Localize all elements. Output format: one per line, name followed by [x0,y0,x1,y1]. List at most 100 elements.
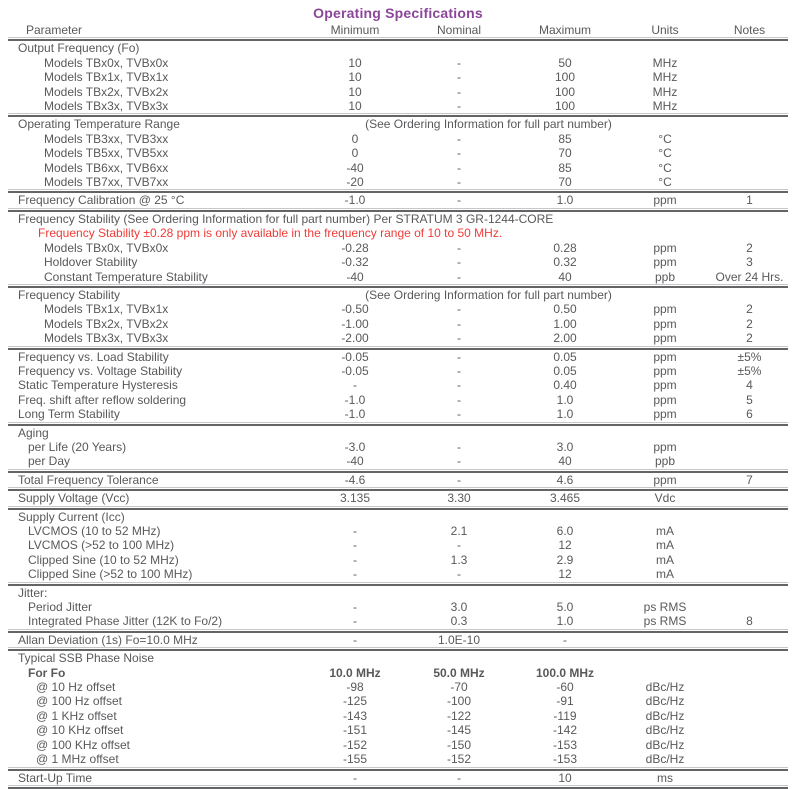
units-cell: ppm [653,316,677,331]
note-row: Frequency Stability ±0.28 ppm is only av… [8,226,788,240]
param-cell: Total Frequency Tolerance [18,472,159,487]
column-header-maximum: Maximum [538,23,591,37]
page-title: Operating Specifications [313,5,483,21]
nom-cell: - [457,175,461,190]
table-row: Integrated Phase Jitter (12K to Fo/2) - 0.… [8,614,788,628]
param-cell: Frequency vs. Voltage Stability [18,363,183,378]
column-header-notes: Notes [733,23,766,37]
table-header-row: Parameter Minimum Nominal Maximum Units Notes [8,23,788,37]
table-row: Static Temperature Hysteresis - - 0.40 ppm 4 [8,378,788,392]
table-row: Models TBx3x, TVBx3x 10 - 100 MHz [8,99,788,113]
table-row: Holdover Stability -0.32-0.32 ppm 3 [8,255,788,269]
max-cell: 40 [558,269,572,284]
section-header-row: Output Frequency (Fo) [8,41,788,55]
param-cell: Models TBx0x, TVBx0x [44,240,169,255]
nom-cell: 1.0E-10 [437,632,481,647]
max-cell: -153 [552,737,578,752]
param-cell: Models TB3xx, TVB3xx [44,131,169,146]
nom-cell: - [457,70,461,85]
notes-cell: 1 [746,193,753,208]
column-header-nominal: Nominal [436,23,481,37]
param-cell: Constant Temperature Stability [44,269,208,284]
nom-cell: 3.0 [450,600,468,615]
notes-cell: 4 [746,378,753,393]
max-cell: 3.465 [549,491,581,506]
section-divider [8,784,788,789]
nom-cell: - [457,439,461,454]
nom-cell: - [457,84,461,99]
section-divider [8,37,788,42]
section-divider [8,421,788,426]
max-cell: 3.0 [556,439,574,454]
min-cell: - [353,378,357,393]
table-row: Constant Temperature Stability -40-40 ppb O… [8,270,788,284]
units-cell: ppm [653,392,677,407]
nom-cell: 50.0 MHz [433,665,485,680]
section-divider [8,766,788,771]
section-divider [8,468,788,473]
units-cell: mA [656,567,674,582]
max-cell: -91 [556,694,574,709]
section-header-label: Supply Current (Icc) [18,509,125,524]
table-row: @ 10 Hz offset -98 -70 -60 dBc/Hz [8,680,788,694]
notes-cell: 7 [746,472,753,487]
min-cell: 10 [348,84,362,99]
max-cell: 10 [558,770,572,785]
notes-cell: Over 24 Hrs. [715,269,784,284]
table-row: Frequency Calibration @ 25 °C -1.0-1.0 ppm… [8,193,788,207]
min-cell: -1.0 [344,392,366,407]
max-cell: 70 [558,146,572,161]
section-header-label: Operating Temperature Range [18,117,180,132]
max-cell: 4.6 [556,472,574,487]
param-cell: per Day [28,454,71,469]
nom-cell: - [457,538,461,553]
notes-cell: 5 [746,392,753,407]
nom-cell: - [457,331,461,346]
table-row: Allan Deviation (1s) Fo=10.0 MHz - 1.0E-10… [8,633,788,647]
notes-cell: ±5% [737,349,762,364]
max-cell: 0.05 [553,349,577,364]
table-row: @ 1 KHz offset -143 -122 -119 dBc/Hz [8,709,788,723]
section-header-row: Jitter: [8,586,788,600]
min-cell: -0.28 [341,240,369,255]
param-cell: Models TBx1x, TVBx1x [44,302,169,317]
table-row: Frequency vs. Voltage Stability -0.05-0.0… [8,364,788,378]
max-cell: 50 [558,55,572,70]
min-cell: - [353,538,357,553]
ordering-info-note: (See Ordering Information for full part … [365,117,612,132]
table-row: Models TBx2x, TVBx2x -1.00-1.00 ppm 2 [8,317,788,331]
section-divider [8,345,788,350]
nom-cell: - [457,302,461,317]
max-cell: 40 [558,454,572,469]
units-cell: dBc/Hz [645,737,685,752]
max-cell: 1.00 [553,316,577,331]
units-cell: MHz [652,70,678,85]
table-row: Frequency vs. Load Stability -0.05-0.05 pp… [8,350,788,364]
param-cell: Integrated Phase Jitter (12K to Fo/2) [28,614,223,629]
max-cell: -60 [556,680,574,695]
section-divider [8,189,788,194]
max-cell: 70 [558,175,572,190]
param-cell: Models TBx1x, TVBx1x [44,70,169,85]
table-row: Models TBx0x, TVBx0x 10 - 50 MHz [8,56,788,70]
param-cell: Models TBx3x, TVBx3x [44,99,169,114]
notes-cell: 2 [746,240,753,255]
section-header-row: Aging [8,426,788,440]
nom-cell: - [457,567,461,582]
param-cell: Frequency vs. Load Stability [18,349,169,364]
param-cell: Models TB7xx, TVB7xx [44,175,169,190]
param-cell: @ 10 KHz offset [36,723,124,738]
min-cell: - [353,600,357,615]
param-cell: @ 100 Hz offset [36,694,123,709]
param-cell: Holdover Stability [44,255,138,270]
min-cell: -1.0 [344,193,366,208]
table-row: Start-Up Time - - 10 ms [8,771,788,785]
section-divider [8,505,788,510]
table-row: Models TBx1x, TVBx1x 10 - 100 MHz [8,70,788,84]
units-cell: ps RMS [643,600,687,615]
section-divider [8,207,788,212]
max-cell: 1.0 [556,193,574,208]
max-cell: 1.0 [556,392,574,407]
section-header-row: Frequency Stability (See Ordering Inform… [8,212,788,226]
table-row: Models TB3xx, TVB3xx 0 - 85 °C [8,132,788,146]
